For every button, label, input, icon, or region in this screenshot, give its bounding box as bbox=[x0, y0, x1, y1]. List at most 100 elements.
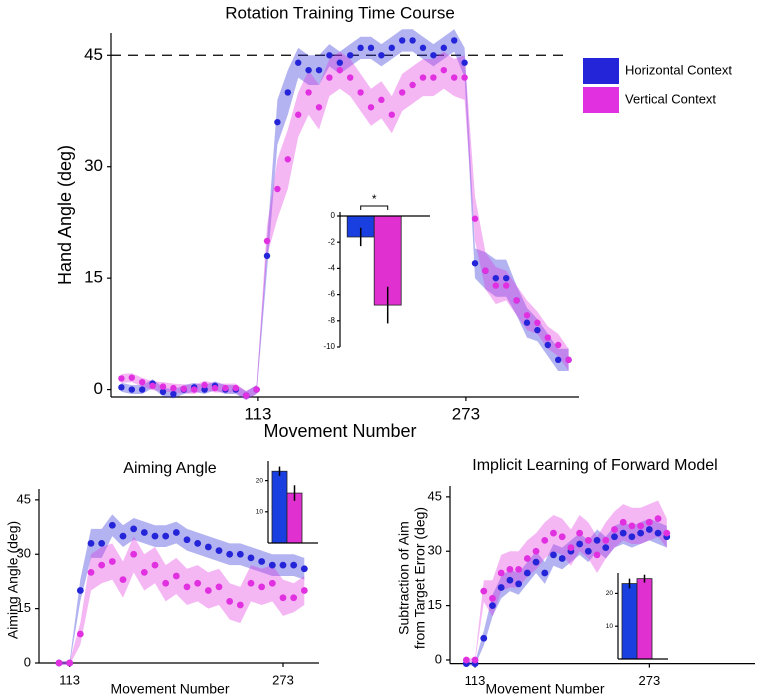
data-point bbox=[451, 37, 458, 44]
data-point bbox=[637, 522, 645, 530]
data-point bbox=[140, 568, 148, 576]
data-point bbox=[300, 587, 308, 594]
y-tick-label: 15 bbox=[428, 597, 442, 612]
data-point bbox=[108, 558, 116, 565]
data-point bbox=[232, 384, 239, 392]
error-band bbox=[466, 518, 667, 666]
data-point bbox=[430, 74, 437, 81]
data-point bbox=[130, 525, 138, 533]
inset-y-tick-label: -2 bbox=[328, 237, 336, 246]
data-point bbox=[191, 386, 198, 393]
data-point bbox=[399, 37, 406, 44]
data-point bbox=[201, 386, 208, 393]
data-point bbox=[367, 44, 375, 52]
data-point bbox=[139, 386, 146, 393]
data-point bbox=[151, 532, 159, 540]
data-point bbox=[180, 385, 187, 393]
data-point bbox=[290, 594, 298, 602]
data-point bbox=[263, 237, 271, 245]
data-point bbox=[584, 536, 592, 544]
data-point bbox=[98, 539, 106, 547]
data-point bbox=[295, 111, 302, 118]
y-tick-label: 45 bbox=[17, 491, 31, 506]
data-point bbox=[497, 569, 505, 577]
error-band bbox=[121, 51, 569, 400]
data-point bbox=[326, 52, 333, 59]
data-point bbox=[305, 66, 312, 74]
data-point bbox=[204, 587, 212, 594]
data-point bbox=[347, 74, 354, 81]
legend-label: Horizontal Context bbox=[625, 62, 732, 77]
data-point bbox=[409, 81, 416, 89]
y-axis-label: Hand Angle (deg) bbox=[55, 145, 75, 285]
data-point bbox=[247, 554, 255, 562]
data-point bbox=[119, 576, 127, 584]
data-point bbox=[236, 550, 244, 558]
data-point bbox=[172, 529, 180, 536]
data-point bbox=[315, 104, 323, 111]
data-point bbox=[279, 594, 287, 602]
data-point bbox=[515, 565, 523, 573]
x-axis-label: Movement Number bbox=[110, 681, 229, 697]
data-point bbox=[336, 66, 343, 74]
significance-label: * bbox=[372, 192, 377, 206]
data-point bbox=[201, 381, 208, 389]
y-tick-label: 30 bbox=[84, 156, 103, 175]
data-point bbox=[300, 565, 308, 573]
data-point bbox=[211, 384, 219, 392]
data-point bbox=[541, 536, 549, 544]
data-point bbox=[243, 392, 250, 399]
chart-title: Aiming Angle bbox=[123, 460, 216, 477]
data-point bbox=[290, 561, 298, 569]
data-point bbox=[506, 576, 514, 584]
data-point bbox=[172, 572, 180, 580]
data-point bbox=[305, 89, 312, 96]
data-point bbox=[544, 334, 551, 341]
data-point bbox=[489, 594, 496, 602]
data-point bbox=[555, 356, 562, 364]
data-point bbox=[584, 547, 592, 555]
data-point bbox=[326, 74, 333, 81]
data-point bbox=[284, 156, 291, 163]
data-point bbox=[576, 540, 584, 548]
data-point bbox=[204, 543, 212, 551]
data-point bbox=[440, 66, 447, 74]
data-point bbox=[108, 521, 116, 529]
data-point bbox=[637, 529, 645, 537]
data-point bbox=[284, 89, 291, 96]
data-point bbox=[451, 74, 458, 81]
data-point bbox=[645, 518, 653, 526]
data-point bbox=[378, 52, 385, 59]
data-point bbox=[461, 74, 468, 81]
y-tick-label: 15 bbox=[17, 600, 31, 615]
inset-y-tick-label: 20 bbox=[606, 590, 614, 597]
data-point bbox=[118, 384, 125, 391]
data-point bbox=[159, 388, 167, 395]
y-tick-label: 0 bbox=[435, 651, 442, 666]
error-band bbox=[59, 536, 305, 665]
data-point bbox=[159, 383, 167, 390]
y-axis-label: from Target Error (deg) bbox=[412, 507, 428, 649]
data-point bbox=[593, 536, 601, 544]
data-point bbox=[274, 118, 281, 126]
error-band bbox=[466, 500, 667, 662]
data-point bbox=[430, 52, 437, 59]
data-point bbox=[558, 533, 566, 541]
data-point bbox=[419, 74, 427, 81]
x-tick-label: 273 bbox=[452, 404, 480, 423]
x-axis-label: Movement Number bbox=[485, 681, 604, 697]
panel: Aiming Angle Movement Number Aiming Angle … bbox=[5, 460, 319, 697]
data-point bbox=[419, 44, 427, 52]
error-band bbox=[59, 514, 305, 665]
inset-y-tick-label: 10 bbox=[256, 509, 264, 516]
data-point bbox=[268, 561, 276, 569]
data-point bbox=[550, 529, 557, 537]
data-point bbox=[139, 378, 146, 386]
y-tick-label: 15 bbox=[84, 268, 103, 287]
x-tick-label: 273 bbox=[272, 672, 294, 687]
inset-bar bbox=[636, 578, 653, 660]
data-point bbox=[128, 374, 135, 381]
data-point bbox=[480, 587, 488, 595]
data-point bbox=[170, 384, 177, 392]
